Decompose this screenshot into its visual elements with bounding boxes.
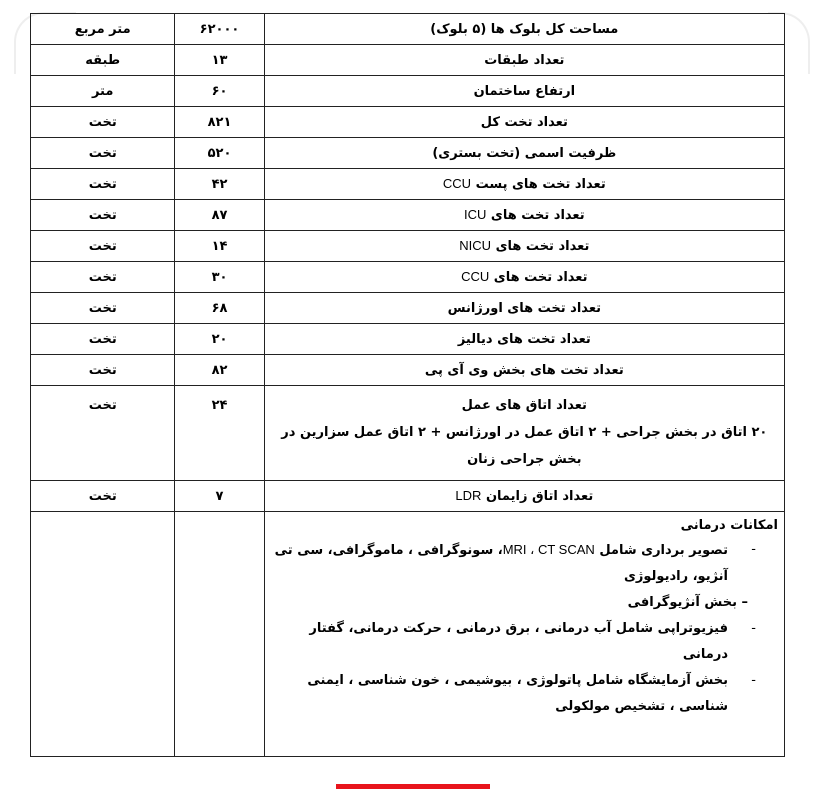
table-row: مساحت کل بلوک ها (۵ بلوک) ۶۲۰۰۰ متر مربع: [29, 13, 786, 45]
row-value: ۲۰: [174, 323, 265, 355]
row-value: ۸۲: [174, 354, 265, 386]
row-label-latin: CCU: [442, 176, 472, 191]
ldr-label-latin: LDR: [455, 488, 482, 503]
table-row: تعداد تخت های ICU ۸۷ تخت: [29, 199, 786, 231]
row-label: تعداد تخت های بخش وی آی پی: [424, 362, 624, 378]
facility-item: بخش آزمایشگاه شامل پاتولوژی ، بیوشیمی ، …: [271, 668, 756, 720]
row-label: تعداد تخت های اورژانس: [447, 300, 602, 316]
row-label: تعداد تخت کل: [480, 114, 568, 130]
row-label: تعداد تخت های: [493, 270, 588, 285]
row-value: ۵۲۰: [174, 137, 265, 169]
facility-text: تصویر برداری شامل: [599, 543, 728, 558]
row-label: ارتفاع ساختمان: [473, 83, 576, 99]
row-value: ۸۲۱: [174, 106, 265, 138]
row-value: ۶۰: [174, 75, 265, 107]
facility-text: فیزیوتراپی شامل آب درمانی ، برق درمانی ،…: [309, 621, 728, 662]
table-row: ظرفیت اسمی (تخت بستری) ۵۲۰ تخت: [29, 137, 786, 169]
facility-text: بخش آنژیوگرافی: [627, 595, 737, 610]
facilities-list: تصویر برداری شامل MRI ، CT SCAN، سونوگرا…: [271, 537, 778, 720]
facility-text: بخش آزمایشگاه شامل پاتولوژی ، بیوشیمی ، …: [307, 673, 728, 714]
row-value: ۸۷: [174, 199, 265, 231]
row-label: تعداد طبقات: [484, 52, 565, 68]
row-label: تعداد تخت های: [490, 208, 585, 223]
facility-item: فیزیوتراپی شامل آب درمانی ، برق درمانی ،…: [271, 616, 756, 668]
facility-latin: MRI ، CT SCAN: [502, 542, 595, 557]
row-label: ظرفیت اسمی (تخت بستری): [432, 145, 617, 161]
facility-item: تصویر برداری شامل MRI ، CT SCAN، سونوگرا…: [271, 537, 757, 590]
row-value: ۶۸: [174, 292, 265, 324]
row-value: ۳۰: [174, 261, 265, 293]
operating-rooms-unit: تخت: [29, 385, 176, 481]
facilities-title: امکانات درمانی: [680, 518, 778, 533]
row-label: تعداد تخت های: [495, 239, 590, 254]
facility-item: – بخش آنژیوگرافی: [627, 595, 748, 610]
table-row-facilities: امکانات درمانی تصویر برداری شامل MRI ، C…: [29, 511, 786, 757]
facility-text-post: ، سونوگرافی ، ماموگرافی، سی تی آنژیو، را…: [274, 543, 728, 584]
row-unit: تخت: [29, 323, 176, 355]
ldr-unit: تخت: [29, 480, 176, 512]
ldr-label: تعداد اتاق زایمان: [485, 489, 594, 504]
row-label: تعداد تخت های دیالیز: [457, 331, 591, 347]
decorative-frame-right: [768, 12, 810, 74]
row-value: ۱۳: [174, 44, 265, 76]
row-label: مساحت کل بلوک ها (۵ بلوک): [430, 21, 619, 37]
row-value: ۴۲: [174, 168, 265, 200]
row-label-latin: ICU: [463, 207, 487, 222]
operating-rooms-value: ۲۴: [174, 385, 265, 481]
table-row: تعداد تخت های اورژانس ۶۸ تخت: [29, 292, 786, 324]
row-value: ۶۲۰۰۰: [174, 13, 265, 45]
red-accent-bar: [336, 784, 490, 789]
table-row: ارتفاع ساختمان ۶۰ متر: [29, 75, 786, 107]
table-row: تعداد تخت های NICU ۱۴ تخت: [29, 230, 786, 262]
row-unit: تخت: [29, 292, 176, 324]
table-row: تعداد تخت های دیالیز ۲۰ تخت: [29, 323, 786, 355]
row-label: تعداد تخت های پست: [475, 177, 606, 192]
row-unit: تخت: [29, 261, 176, 293]
table-row: تعداد تخت های CCU ۳۰ تخت: [29, 261, 786, 293]
row-unit: تخت: [29, 106, 176, 138]
row-value: ۱۴: [174, 230, 265, 262]
row-unit: تخت: [29, 168, 176, 200]
row-label-latin: NICU: [459, 238, 492, 253]
operating-rooms-detail: ۲۰ اتاق در بخش جراحی + ۲ اتاق عمل در اور…: [281, 425, 768, 467]
row-unit: تخت: [29, 137, 176, 169]
table-row: تعداد تخت های پست CCU ۴۲ تخت: [29, 168, 786, 200]
row-unit: تخت: [29, 199, 176, 231]
operating-rooms-label: تعداد اتاق های عمل: [461, 398, 587, 413]
table-row: تعداد تخت های بخش وی آی پی ۸۲ تخت: [29, 354, 786, 386]
row-unit: طبقه: [29, 44, 176, 76]
row-unit: تخت: [29, 354, 176, 386]
table-row: تعداد تخت کل ۸۲۱ تخت: [29, 106, 786, 138]
row-unit: متر مربع: [29, 13, 176, 45]
table-row-ldr: تعداد اتاق زایمان LDR ۷ تخت: [29, 480, 786, 512]
ldr-value: ۷: [174, 480, 265, 512]
row-unit: تخت: [29, 230, 176, 262]
table-row-operating-rooms: تعداد اتاق های عمل ۲۰ اتاق در بخش جراحی …: [29, 385, 786, 481]
hospital-specs-table: مساحت کل بلوک ها (۵ بلوک) ۶۲۰۰۰ متر مربع تع…: [29, 13, 786, 757]
table-row: تعداد طبقات ۱۳ طبقه: [29, 44, 786, 76]
row-label-latin: CCU: [461, 269, 490, 284]
row-unit: متر: [29, 75, 176, 107]
